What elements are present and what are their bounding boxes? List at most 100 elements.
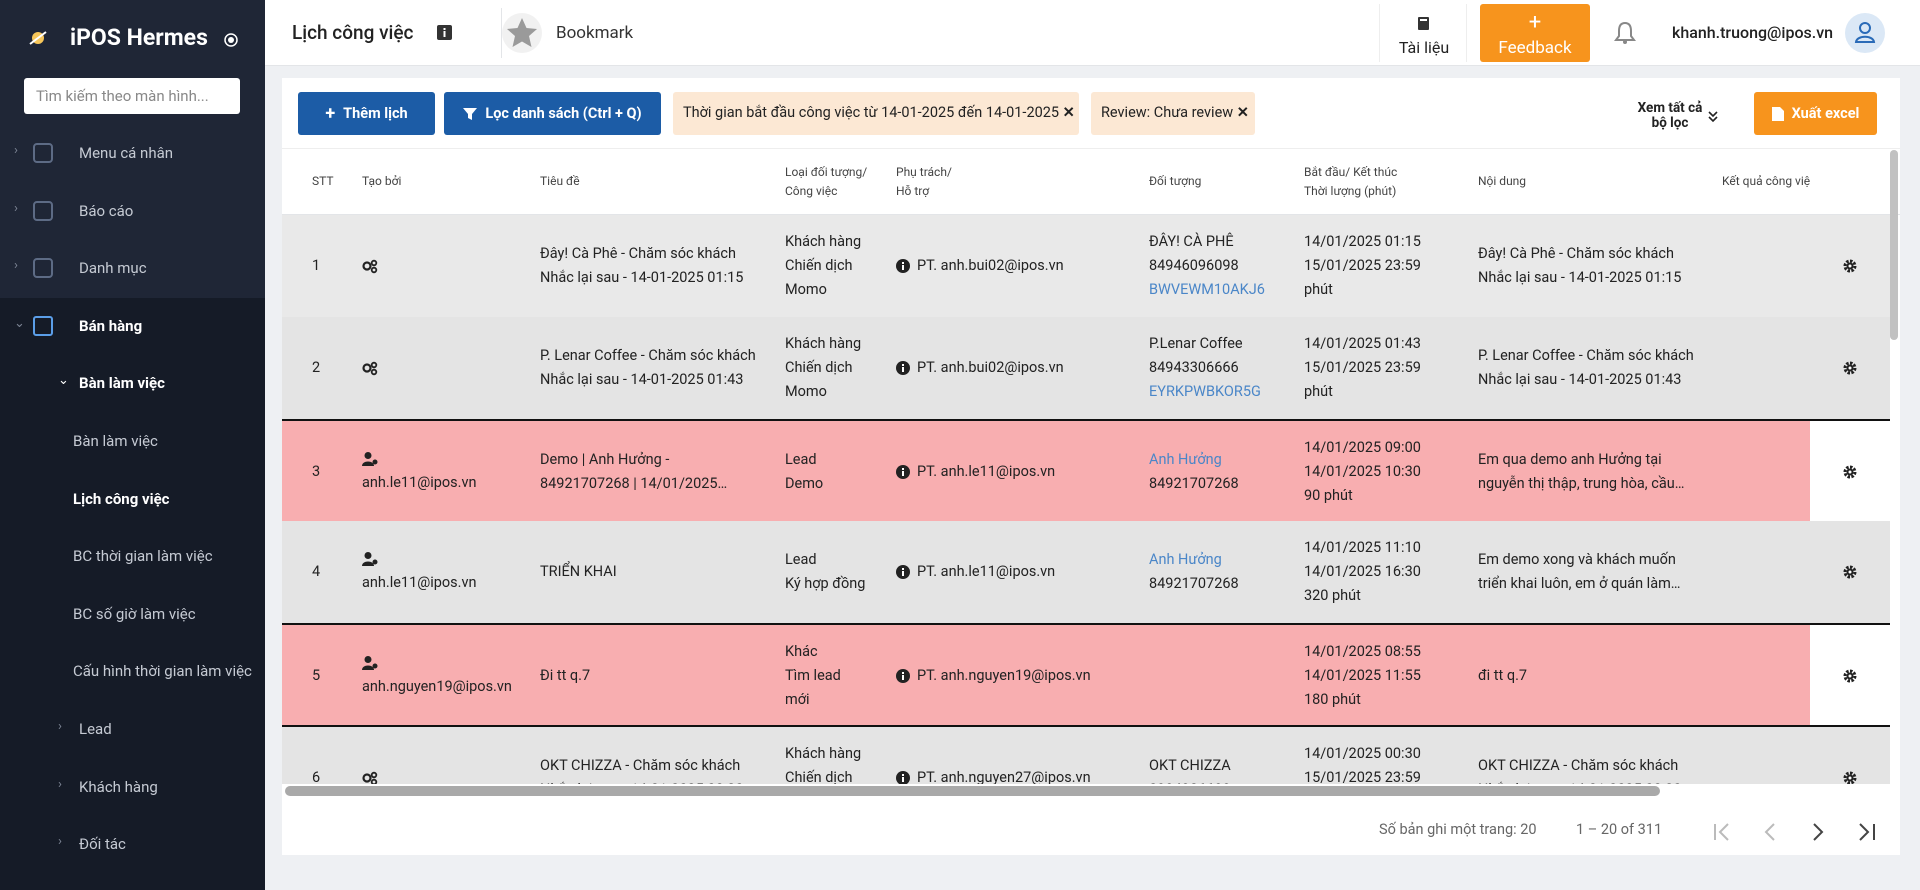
table-row[interactable]: 1 Đây! Cà Phê - Chăm sóc khách Nhắc lại sa… [282,215,1890,317]
submenu-item[interactable]: BC thời gian làm việc [73,547,213,566]
export-label: Xuất excel [1791,105,1860,122]
type-line: Momo [785,281,827,298]
object-line: 84921707268 [1149,475,1239,492]
column-header-line: Tạo bởi [362,174,402,188]
add-button[interactable]: + Thêm lịch [298,92,435,135]
horizontal-scrollbar[interactable] [285,786,1660,796]
stt: 6 [312,727,320,784]
filter-button[interactable]: Lọc danh sách (Ctrl + Q) [444,92,661,135]
content: Em qua demo anh Hưởng tại nguyễn thị thập… [1478,421,1684,523]
menu-item[interactable]: Menu cá nhân [79,144,174,162]
prev-page[interactable] [1764,823,1775,841]
export-button[interactable]: Xuất excel [1754,92,1877,135]
chevron: › [58,719,62,734]
assignee-line: PT. anh.le11@ipos.vn [917,463,1056,480]
table-row[interactable]: 3 anh.le11@ipos.vn Demo | Anh Hưởng - 84921… [282,419,1890,523]
title: Demo | Anh Hưởng - 84921707268 | 14/01/20… [540,421,727,523]
avatar[interactable] [1845,13,1885,53]
brand-dot [224,33,238,47]
title: Đi tt q.7 [540,625,590,727]
docs-button[interactable]: Tài liệu [1379,4,1467,62]
title-line: 84921707268 | 14/01/2025… [540,475,728,492]
info-icon [896,565,910,579]
menu-item[interactable]: Báo cáo [79,201,134,220]
table-row[interactable]: 4 anh.le11@ipos.vn TRIỂN KHAI Lead Ký hợp đồ… [282,521,1890,623]
first-page[interactable] [1714,823,1729,841]
content-line: đi tt q.7 [1478,667,1528,684]
object-line: 84946096098 [1149,257,1239,274]
submenu-item[interactable]: BC số giờ làm việc [73,604,196,623]
settings-icon[interactable] [1842,668,1858,684]
stt-line: 1 [312,257,321,274]
sidebar: iPOS Hermes Tìm kiếm theo màn hình... › M… [0,0,265,890]
submenu-item[interactable]: Cấu hình thời gian làm việc [73,662,252,681]
time-line: 320 phút [1304,587,1361,604]
user-email[interactable]: khanh.truong@ipos.vn [1672,23,1834,42]
time-line: 14/01/2025 01:43 [1304,335,1421,352]
content-line: triển khai luôn, em ở quán làm… [1478,575,1681,592]
assignee-line: PT. anh.le11@ipos.vn [917,563,1056,580]
menu-item[interactable]: Danh mục [79,259,147,278]
column-header: STT [312,172,334,191]
type-line: Ký hợp đồng [785,575,866,592]
assignee: PT. anh.le11@ipos.vn [917,521,1055,623]
column-header-line: Tiêu đề [540,174,580,188]
chip-remove[interactable]: ✕ [1236,104,1249,121]
menu-group[interactable]: Đối tác [79,835,126,854]
settings-icon[interactable] [1842,360,1858,376]
feedback-button[interactable]: + Feedback [1480,4,1590,62]
time-line: 15/01/2025 23:59 [1304,359,1421,376]
type-line: Khách hàng [785,745,862,762]
stt-line: 4 [312,563,321,580]
menu-group[interactable]: Lead [79,720,112,738]
info-icon [896,771,910,784]
content-line: Em demo xong và khách muốn [1478,551,1676,568]
view-all-filters[interactable]: Xem tất cả bộ lọc [1620,101,1720,131]
settings-icon[interactable] [1842,258,1858,274]
last-page[interactable] [1859,823,1875,841]
search-input[interactable]: Tìm kiếm theo màn hình... [24,78,240,114]
table-row[interactable]: 5 anh.nguyen19@ipos.vn Đi tt q.7 Khác Tìm le… [282,623,1890,727]
vertical-scrollbar[interactable] [1890,150,1898,340]
bell-icon[interactable] [1614,21,1636,45]
chip-label: Thời gian bắt đầu công việc từ 14-01-202… [683,104,1060,121]
column-header-line: Bắt đầu/ Kết thúc [1304,165,1398,179]
view-all-line: Xem tất cả [1637,100,1703,116]
bookmark-star[interactable] [501,12,543,54]
table-row[interactable]: 2 P. Lenar Coffee - Chăm sóc khách Nhắc lạ… [282,317,1890,419]
settings-icon[interactable] [1842,770,1858,784]
menu-icon [33,258,53,279]
next-page[interactable] [1813,823,1824,841]
content-line: Nhắc lại sau - 14-01-2025 01:43 [1478,371,1682,388]
submenu[interactable]: Bàn làm việc [79,374,165,393]
info-icon[interactable] [437,25,452,40]
assignee-line: PT. anh.nguyen19@ipos.vn [917,667,1091,684]
title-line: P. Lenar Coffee - Chăm sóc khách [540,347,756,364]
system-icon [362,771,378,784]
stt-line: 6 [312,769,321,784]
submenu-item[interactable]: Lịch công việc [73,489,170,508]
content: Em demo xong và khách muốn triển khai luô… [1478,521,1681,623]
menu-icon [33,143,53,163]
object-line: EYRKPWBKOR5G [1149,383,1261,400]
time-line: phút [1304,281,1333,298]
settings-icon[interactable] [1842,464,1858,480]
table-row[interactable]: 6 OKT CHIZZA - Chăm sóc khách Nhắc lại sau… [282,725,1890,784]
object: ĐÂY! CÀ PHÊ 84946096098 BWVEWM10AKJ6 [1149,215,1265,317]
page-size[interactable]: Số bản ghi một trang: 20 [1379,821,1537,838]
filter-icon [463,107,478,120]
menu-group[interactable]: Khách hàng [79,777,158,796]
chip-remove[interactable]: ✕ [1062,104,1075,121]
filter-chip[interactable]: Thời gian bắt đầu công việc từ 14-01-202… [673,92,1079,135]
submenu-item[interactable]: Bàn làm việc [73,432,158,450]
bookmark-label[interactable]: Bookmark [556,23,634,43]
filter-chip[interactable]: Review: Chưa review ✕ [1091,92,1255,135]
menu-item[interactable]: Bán hàng [79,316,143,335]
page-title: Lịch công việc [292,21,414,44]
type-line: mới [785,691,810,708]
settings-icon[interactable] [1842,564,1858,580]
menu-icon [33,315,53,336]
sidebar-top [0,0,265,298]
column-header-line: Hỗ trợ [896,184,930,198]
title: OKT CHIZZA - Chăm sóc khách Nhắc lại sau … [540,727,743,784]
